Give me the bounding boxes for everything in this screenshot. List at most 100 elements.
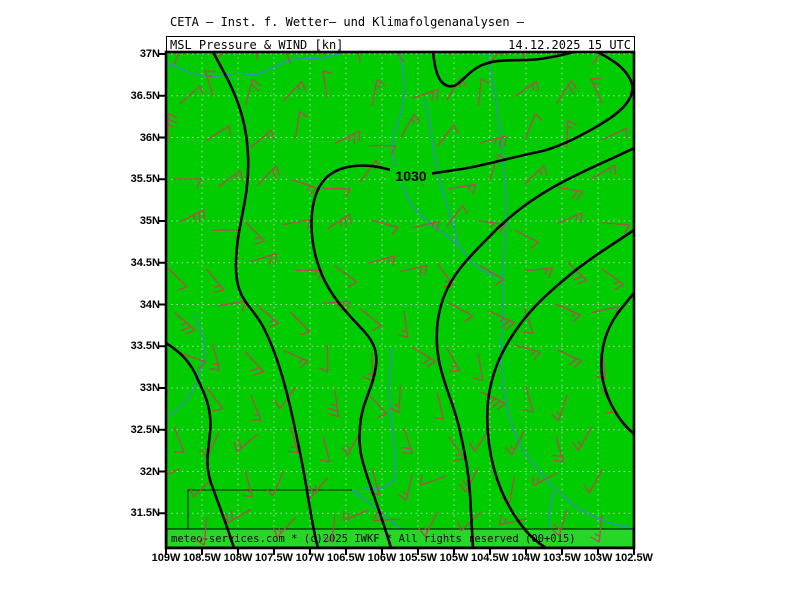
wind-barb: [244, 351, 265, 376]
wind-barb: [242, 470, 253, 498]
lon-label: 105.5W: [399, 552, 437, 564]
copyright-text: meteo-services.com * (c)2025 IWKF * All …: [171, 533, 576, 545]
wind-barb: [209, 343, 221, 371]
lon-label: 108.5W: [183, 552, 221, 564]
wind-barb: [334, 130, 361, 145]
isobar: [435, 146, 634, 548]
wind-barb: [556, 80, 578, 104]
wind-barb: [179, 352, 206, 370]
wind-barb: [590, 78, 603, 104]
wind-barb: [556, 212, 583, 225]
lat-label: 32N: [139, 465, 160, 478]
map-background: [166, 52, 634, 548]
lon-label: 102.5W: [615, 552, 653, 564]
wind-barb: [480, 265, 504, 286]
lat-label: 37N: [139, 48, 160, 60]
lon-label: 103.5W: [543, 552, 581, 564]
wind-barb: [250, 252, 278, 266]
wind-barb: [359, 308, 382, 331]
lat-label: 36N: [139, 131, 160, 144]
river: [351, 347, 397, 491]
wind-barb: [448, 436, 465, 462]
lat-label: 34.5N: [130, 256, 160, 269]
wind-barb: [283, 218, 311, 230]
chart-title: CETA – Inst. f. Wetter– und Klimafolgena…: [170, 15, 525, 29]
wind-barb: [265, 470, 285, 497]
wind-barb: [480, 391, 506, 411]
wind-barb: [174, 178, 202, 189]
isobar: [599, 291, 634, 436]
wind-barb: [206, 268, 225, 294]
wind-barb: [322, 187, 351, 198]
wind-barb: [532, 472, 558, 487]
isobar-contours: [166, 52, 634, 548]
lon-label: 106W: [367, 552, 397, 564]
wind-barb: [288, 426, 299, 454]
wind-barb: [395, 52, 405, 63]
lat-label: 35N: [139, 215, 160, 227]
lat-label: 36.5N: [130, 89, 160, 102]
wind-barb: [412, 220, 440, 232]
wind-barb: [555, 303, 582, 323]
wind-barb: [590, 515, 603, 543]
wind-barb: [357, 52, 361, 63]
wind-barb: [205, 386, 224, 412]
wind-barb: [397, 474, 413, 502]
wind-barb: [525, 267, 554, 278]
wind-barb: [411, 346, 436, 368]
wind-barb: [285, 52, 292, 65]
wind-barb: [290, 178, 317, 196]
wind-barb: [478, 219, 506, 234]
wind-barb: [489, 52, 508, 65]
wind-barb: [326, 213, 352, 230]
wind-barb: [294, 111, 309, 139]
lon-label: 104W: [511, 552, 541, 564]
wind-barb: [582, 468, 604, 494]
wind-barb: [551, 509, 568, 537]
wind-barb: [551, 435, 565, 463]
wind-barb: [342, 509, 369, 522]
wind-barb: [448, 183, 477, 195]
isobar: [485, 228, 634, 548]
wind-barb: [397, 310, 409, 339]
wind-barb: [218, 300, 246, 312]
lon-label: 107W: [295, 552, 325, 564]
wind-barb: [523, 307, 534, 334]
axis-ticks: [158, 53, 635, 555]
wind-barb: [322, 300, 351, 312]
wind-barb: [244, 78, 261, 106]
isobar-1030: [310, 52, 634, 548]
wind-barb: [166, 468, 181, 476]
map-frame: [164, 50, 636, 550]
wind-barb: [255, 52, 259, 60]
lat-label: 32.5N: [130, 423, 160, 436]
wind-barb: [514, 229, 539, 249]
wind-barb: [591, 164, 617, 180]
isobar: [211, 52, 320, 548]
wind-barb: [204, 69, 216, 97]
wind-barb: [445, 346, 461, 372]
wind-barb: [400, 113, 421, 138]
wind-barb: [601, 127, 628, 141]
wind-barb: [327, 389, 340, 418]
wind-barb: [514, 80, 540, 98]
lat-label: 33N: [139, 382, 160, 394]
wind-barb: [244, 221, 265, 245]
wind-barb: [319, 435, 331, 463]
wind-barb: [498, 514, 526, 526]
lon-label: 104.5W: [471, 552, 509, 564]
wind-barb: [368, 255, 396, 266]
wind-barb: [523, 165, 548, 186]
wind-barb: [250, 129, 275, 148]
wind-barb: [318, 344, 329, 373]
wind-barb: [195, 517, 208, 546]
wind-barb: [179, 85, 204, 105]
lat-label: 31.5N: [130, 507, 160, 520]
lat-label: 33.5N: [130, 340, 160, 353]
wind-barb: [514, 344, 541, 361]
lon-label: 106.5W: [327, 552, 365, 564]
wind-barb: [371, 79, 386, 107]
river: [166, 315, 205, 419]
